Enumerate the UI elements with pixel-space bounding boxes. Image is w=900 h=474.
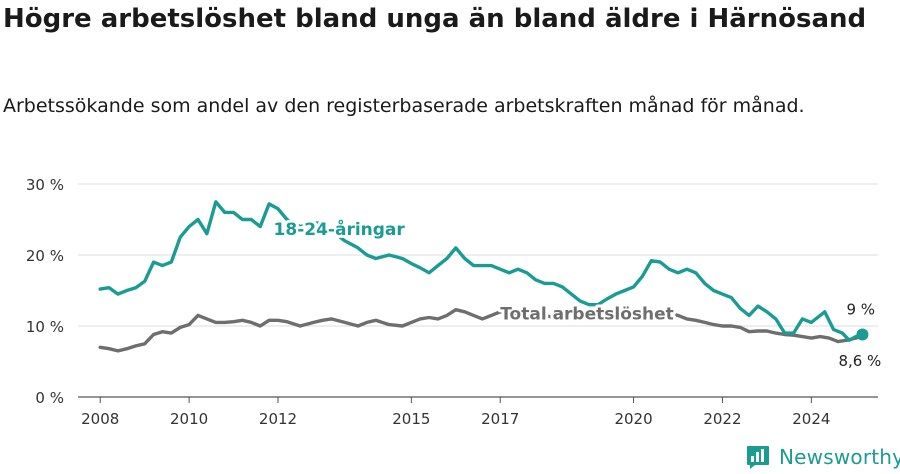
x-tick-label: 2008 — [81, 410, 119, 428]
x-tick-label: 2022 — [703, 410, 741, 428]
y-tick-label: 0 % — [35, 389, 64, 407]
series-name-label-youth-halo: 18-24-åringar — [274, 218, 406, 240]
y-tick-label: 30 % — [26, 176, 64, 194]
axes: 0 % 10 % 20 % 30 % 2008 2010 2012 2015 2017 2020 2… — [26, 176, 831, 428]
x-tick-label: 2012 — [259, 410, 297, 428]
y-tick-label: 20 % — [26, 247, 64, 265]
x-tick-label: 2015 — [392, 410, 430, 428]
x-tick-label: 2010 — [170, 410, 208, 428]
chart-title: Högre arbetslöshet bland unga än bland ä… — [3, 4, 867, 34]
series-end-dot — [856, 328, 869, 341]
series-name-label-total: Total arbetslöshet — [500, 305, 674, 325]
chart-subtitle: Arbetssökande som andel av den registerb… — [3, 95, 805, 117]
brand: Newsworthy — [745, 442, 900, 472]
y-tick-label: 10 % — [26, 318, 64, 336]
end-value-label-total: 8,6 % — [838, 352, 881, 370]
grid-lines — [78, 183, 878, 398]
x-tick-label: 2024 — [792, 410, 830, 428]
series-line — [98, 308, 865, 353]
series-name-label-youth: 18-24-åringar — [274, 218, 406, 240]
newsworthy-logo-icon — [747, 446, 769, 469]
end-value-label-youth: 9 % — [846, 301, 875, 319]
brand-name: Newsworthy — [779, 445, 900, 469]
x-tick-label: 2017 — [481, 410, 519, 428]
series-line — [98, 200, 865, 342]
series-lines — [98, 200, 869, 353]
series-name-label-total-halo: Total arbetslöshet — [500, 305, 674, 325]
x-tick-label: 2020 — [614, 410, 652, 428]
